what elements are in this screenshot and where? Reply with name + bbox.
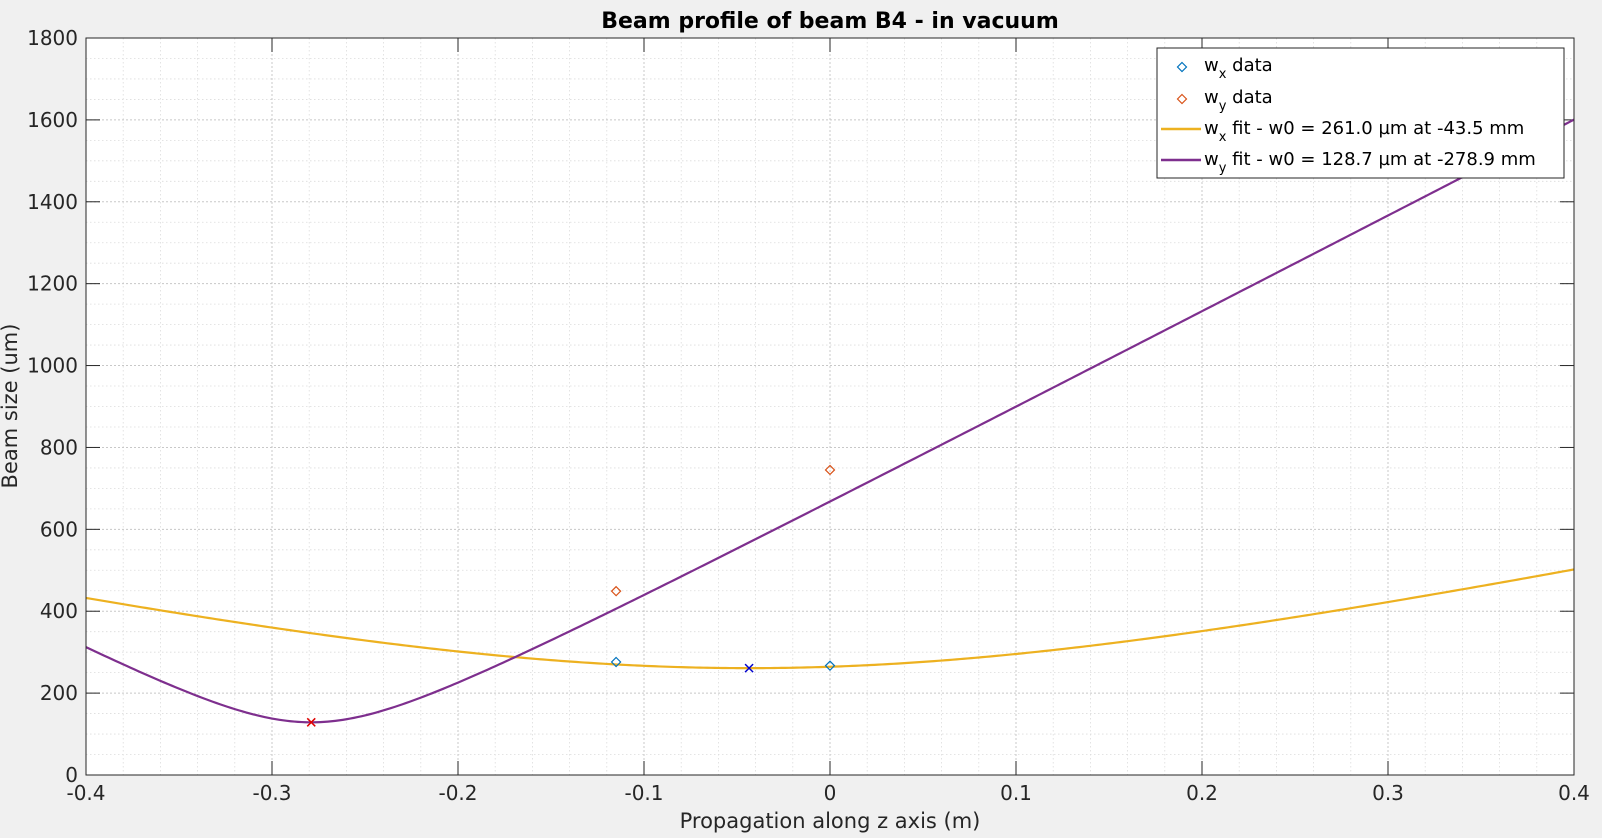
y-tick-label: 0: [65, 763, 78, 787]
fit-line-series-2: [86, 568, 1574, 670]
markers-layer: [306, 464, 836, 727]
x-tick-label: 0.1: [1000, 781, 1032, 805]
legend-marker: [1176, 93, 1188, 105]
legend-base: w: [1204, 149, 1219, 170]
y-tick-label: 400: [40, 599, 78, 623]
y-tick-label: 600: [40, 517, 78, 541]
legend-rest: data: [1226, 87, 1272, 108]
x-tick-label: -0.2: [438, 781, 477, 805]
y-tick-label: 200: [40, 681, 78, 705]
data-point-series-0: [610, 656, 622, 668]
x-tick-label: -0.3: [252, 781, 291, 805]
y-tick-label: 1800: [27, 26, 78, 50]
x-tick-label: 0.3: [1372, 781, 1404, 805]
fit-line-series-3: [86, 118, 1574, 724]
waist-marker: [744, 663, 754, 673]
y-tick-label: 1200: [27, 272, 78, 296]
plot-frame: [85, 37, 1575, 776]
x-axis-label: Propagation along z axis (m): [680, 809, 981, 833]
data-point-series-1: [824, 464, 836, 476]
chart-title: Beam profile of beam B4 - in vacuum: [601, 9, 1059, 34]
series-layer: [86, 118, 1574, 724]
y-axis-label: Beam size (um): [0, 324, 22, 489]
legend-base: w: [1204, 118, 1219, 139]
minor-grid: [86, 38, 1574, 775]
tick-labels: -0.4 -0.3 -0.2 -0.1 0 0.1 0.2 0.3 0.4 0 200 400 600 8…: [27, 26, 1590, 805]
legend-sub: x: [1219, 67, 1227, 82]
x-tick-label: 0: [824, 781, 837, 805]
legend-rest: fit - w0 = 261.0 µm at -43.5 mm: [1226, 118, 1524, 139]
legend-rest: data: [1226, 55, 1272, 76]
legend-entry-0: wx data: [1204, 55, 1273, 82]
data-point-series-0: [824, 660, 836, 672]
x-tick-label: -0.1: [624, 781, 663, 805]
legend-box: [1156, 47, 1565, 179]
waist-marker: [306, 717, 316, 727]
legend-entry-2: wx fit - w0 = 261.0 µm at -43.5 mm: [1204, 118, 1524, 145]
legend-marker: [1176, 61, 1188, 73]
y-tick-label: 1400: [27, 190, 78, 214]
x-tick-label: 0.2: [1186, 781, 1218, 805]
y-tick-label: 800: [40, 435, 78, 459]
legend-sub: y: [1219, 99, 1227, 114]
x-tick-label: -0.4: [66, 781, 105, 805]
legend-entry-1: wy data: [1204, 87, 1273, 114]
legend-rest: fit - w0 = 128.7 µm at -278.9 mm: [1226, 149, 1535, 170]
legend-entry-3: wy fit - w0 = 128.7 µm at -278.9 mm: [1204, 149, 1536, 176]
data-point-series-1: [610, 585, 622, 597]
y-tick-label: 1000: [27, 354, 78, 378]
legend-base: w: [1204, 87, 1219, 108]
x-tick-label: 0.4: [1558, 781, 1590, 805]
legend-base: w: [1204, 55, 1219, 76]
legend-sub: y: [1219, 161, 1227, 176]
y-tick-label: 1600: [27, 108, 78, 132]
legend-sub: x: [1219, 130, 1227, 145]
